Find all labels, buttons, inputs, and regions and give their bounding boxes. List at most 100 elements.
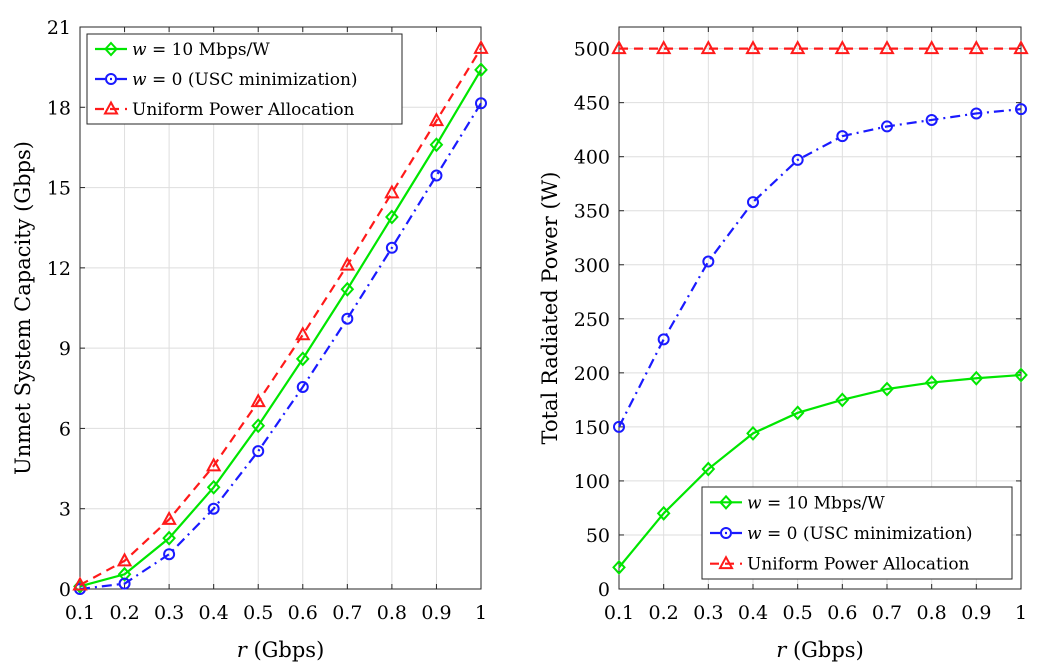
x-axis-label: r (Gbps): [237, 638, 325, 662]
data-point-triangle: [611, 40, 627, 55]
y-tick-label: 0: [59, 579, 71, 601]
x-tick-label: 0.1: [604, 602, 634, 624]
data-point-circle: [341, 312, 354, 325]
legend-swatch-marker: [719, 494, 733, 510]
y-tick-label: 3: [59, 499, 71, 521]
data-point-triangle: [1013, 40, 1029, 55]
legend-swatch-marker: [720, 527, 732, 539]
x-tick-label: 0.6: [827, 602, 857, 624]
x-tick-label: 0.7: [332, 602, 362, 624]
data-point-diamond: [1014, 367, 1028, 383]
data-point-diamond: [880, 381, 894, 397]
data-point-triangle: [250, 393, 266, 408]
y-tick-label: 50: [586, 525, 610, 547]
y-tick-label: 400: [574, 147, 610, 169]
y-axis-label: Unmet System Capacity (Gbps): [11, 141, 35, 475]
data-point-diamond: [790, 405, 805, 421]
data-point-diamond: [429, 137, 444, 153]
y-tick-label: 6: [59, 418, 71, 440]
x-tick-label: 0.6: [288, 602, 318, 624]
data-point-circle: [1015, 103, 1027, 116]
data-point-diamond: [612, 559, 626, 575]
series-line: [79, 47, 482, 586]
legend-entry-text: = 10 Mbps/W: [762, 493, 886, 513]
data-point-diamond: [474, 62, 488, 78]
data-point-triangle: [745, 40, 761, 55]
data-point-circle: [385, 241, 398, 254]
data-point-circle: [252, 445, 265, 458]
series-1: [613, 103, 1027, 433]
data-point-triangle: [968, 40, 985, 55]
x-tick-label: 0.5: [243, 602, 273, 624]
data-point-triangle: [384, 184, 400, 199]
data-point-diamond: [251, 418, 266, 434]
data-point-circle: [296, 380, 309, 393]
data-point-circle: [430, 169, 443, 182]
data-point-triangle: [879, 40, 895, 55]
data-point-circle: [207, 502, 220, 515]
series-2: [72, 39, 489, 591]
legend-entry-variable: w: [132, 70, 147, 90]
chart-left-unmet-capacity: 0.1 0.2 0.3 0.4 0.5 0.6 0.7 0.8 0.9 1 0 3 6 9 12 15 18 21…: [11, 17, 489, 662]
x-axis-label-unit: (Gbps): [786, 638, 864, 662]
legend-entry-variable: w: [747, 493, 762, 513]
x-tick-label: 0.4: [199, 602, 229, 624]
data-point-triangle: [655, 40, 672, 55]
data-point-circle: [970, 107, 983, 120]
x-tick-label: 0.4: [738, 602, 768, 624]
x-axis-label: r (Gbps): [776, 638, 864, 662]
data-point-triangle: [205, 457, 222, 472]
data-point-diamond: [117, 566, 132, 582]
legend-swatch-marker: [718, 555, 734, 570]
data-point-triangle: [789, 40, 806, 55]
y-tick-label: 250: [574, 309, 610, 331]
legend-box: [701, 486, 1013, 580]
legend-entry-text: Uniform Power Allocation: [132, 100, 355, 120]
legend-box: [86, 33, 403, 125]
y-tick-label: 300: [574, 255, 610, 277]
series-line: [618, 373, 1022, 569]
y-axis-label: Total Radiated Power (W): [538, 172, 562, 445]
x-tick-label: 0.5: [783, 602, 813, 624]
data-point-triangle: [161, 510, 177, 525]
y-tick-label: 18: [47, 97, 71, 119]
data-point-diamond: [746, 425, 760, 441]
data-point-diamond: [295, 351, 310, 367]
legend-entry-label: w = 0 (USC minimization): [747, 524, 973, 544]
data-point-circle: [836, 130, 849, 143]
legend-entry-text: = 0 (USC minimization): [147, 70, 358, 90]
data-point-diamond: [701, 461, 716, 477]
x-tick-label: 0.8: [917, 602, 947, 624]
series-line: [79, 69, 482, 588]
data-point-triangle: [116, 552, 133, 567]
data-point-triangle: [72, 576, 88, 591]
legend-entry-text: = 0 (USC minimization): [762, 524, 973, 544]
data-point-triangle: [428, 112, 445, 127]
legend-entry-label: w = 0 (USC minimization): [132, 70, 358, 90]
data-point-diamond: [969, 370, 984, 386]
data-point-diamond: [835, 392, 850, 408]
x-tick-label: 1: [1015, 602, 1027, 624]
legend-entry-variable: w: [132, 40, 147, 60]
y-tick-label: 200: [574, 363, 610, 385]
series-2: [611, 40, 1029, 55]
series-0: [612, 367, 1028, 575]
y-tick-label: 100: [574, 471, 610, 493]
legend-swatch-marker: [104, 41, 118, 57]
x-axis-label-variable: r: [237, 638, 249, 662]
y-tick-label: 500: [574, 39, 610, 61]
data-point-diamond: [162, 530, 176, 546]
x-tick-label: 0.2: [649, 602, 679, 624]
y-tick-label: 21: [47, 17, 71, 39]
legend-entry-label: w = 10 Mbps/W: [747, 493, 885, 513]
x-axis-label-unit: (Gbps): [247, 638, 325, 662]
data-point-triangle: [295, 326, 311, 341]
y-tick-label: 9: [59, 338, 71, 360]
data-point-diamond: [340, 281, 355, 297]
data-point-diamond: [385, 209, 399, 225]
data-point-circle: [747, 196, 759, 209]
legend-entry-label: Uniform Power Allocation: [132, 100, 355, 120]
x-tick-label: 0.2: [109, 602, 139, 624]
x-axis-label-variable: r: [776, 638, 788, 662]
